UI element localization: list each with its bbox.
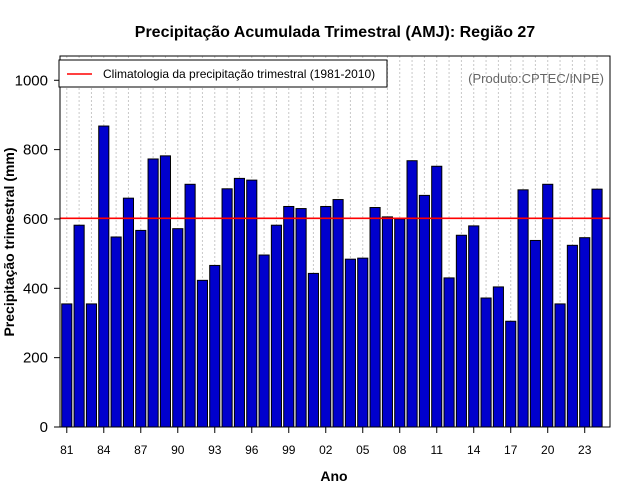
x-tick-label: 96 — [245, 443, 259, 457]
bar-2014 — [468, 225, 480, 428]
x-tick-label: 20 — [541, 443, 555, 457]
bar-1982 — [73, 224, 85, 428]
bar-1985 — [110, 236, 122, 428]
x-tick-label: 93 — [208, 443, 222, 457]
y-axis-label: Precipitação trimestral (mm) — [1, 147, 17, 336]
x-tick-label: 23 — [578, 443, 592, 457]
bar-2023 — [579, 237, 591, 428]
bar-2020 — [542, 183, 554, 428]
bar-1993 — [209, 264, 221, 428]
legend: Climatologia da precipitação trimestral … — [58, 59, 388, 88]
bar-1981 — [61, 303, 73, 428]
bar-2022 — [566, 244, 578, 428]
x-tick-label: 87 — [134, 443, 148, 457]
x-tick-label: 17 — [504, 443, 518, 457]
chart-title: Precipitação Acumulada Trimestral (AMJ):… — [135, 24, 536, 41]
bar-2008 — [394, 218, 406, 428]
x-tick-label: 90 — [171, 443, 185, 457]
bar-2003 — [332, 199, 344, 428]
x-axis: 81 84 87 90 93 96 99 02 05 08 11 14 17 20 23 — [60, 427, 592, 457]
y-tick-label: 800 — [23, 142, 48, 159]
y-tick-label: 1000 — [15, 72, 48, 89]
bar-1992 — [196, 279, 208, 428]
bar-1987 — [135, 229, 147, 428]
bar-2019 — [529, 239, 541, 428]
bar-2015 — [480, 297, 492, 428]
bar-1989 — [159, 155, 171, 428]
bar-1999 — [283, 205, 295, 428]
bar-1984 — [98, 125, 110, 428]
x-tick-label: 84 — [97, 443, 111, 457]
plot-frame — [59, 55, 611, 428]
bar-1988 — [147, 158, 159, 428]
bar-1994 — [221, 188, 233, 428]
bar-2012 — [443, 277, 455, 428]
y-tick-label: 600 — [23, 211, 48, 228]
x-axis-label: Ano — [320, 468, 347, 484]
y-tick-label: 200 — [23, 350, 48, 367]
bar-2010 — [418, 194, 430, 428]
legend-box — [58, 59, 388, 88]
bar-1997 — [258, 254, 270, 428]
y-axis: 0 200 400 600 800 1000 — [15, 72, 60, 436]
bar-2005 — [357, 257, 369, 428]
bar-2011 — [431, 165, 443, 428]
bar-1995 — [233, 177, 245, 428]
x-tick-label: 99 — [282, 443, 296, 457]
bar-1990 — [172, 228, 184, 428]
x-tick-label: 05 — [356, 443, 370, 457]
bar-2002 — [320, 205, 332, 428]
bar-2004 — [344, 258, 356, 428]
y-tick-label: 0 — [40, 419, 48, 436]
bar-2013 — [455, 234, 467, 428]
bar-2018 — [517, 189, 529, 428]
bar-2021 — [554, 303, 566, 428]
credit-text: (Produto:CPTEC/INPE) — [468, 71, 604, 86]
bar-2017 — [505, 320, 517, 428]
bar-2024 — [591, 188, 603, 428]
bar-1998 — [270, 224, 282, 428]
bar-2016 — [492, 286, 504, 428]
bar-2001 — [307, 272, 319, 428]
bar-2009 — [406, 160, 418, 428]
legend-label: Climatologia da precipitação trimestral … — [103, 67, 375, 81]
x-tick-label: 11 — [431, 443, 444, 457]
bar-1986 — [122, 197, 134, 428]
x-tick-label: 81 — [60, 443, 74, 457]
y-tick-label: 400 — [23, 280, 48, 297]
bar-2007 — [381, 216, 393, 428]
x-tick-label: 14 — [467, 443, 481, 457]
bar-1991 — [184, 183, 196, 428]
x-tick-label: 08 — [393, 443, 407, 457]
x-tick-label: 02 — [319, 443, 333, 457]
bars — [61, 125, 603, 428]
bar-2006 — [369, 207, 381, 428]
bar-1996 — [246, 179, 258, 428]
bar-2000 — [295, 208, 307, 428]
bar-1983 — [85, 303, 98, 428]
